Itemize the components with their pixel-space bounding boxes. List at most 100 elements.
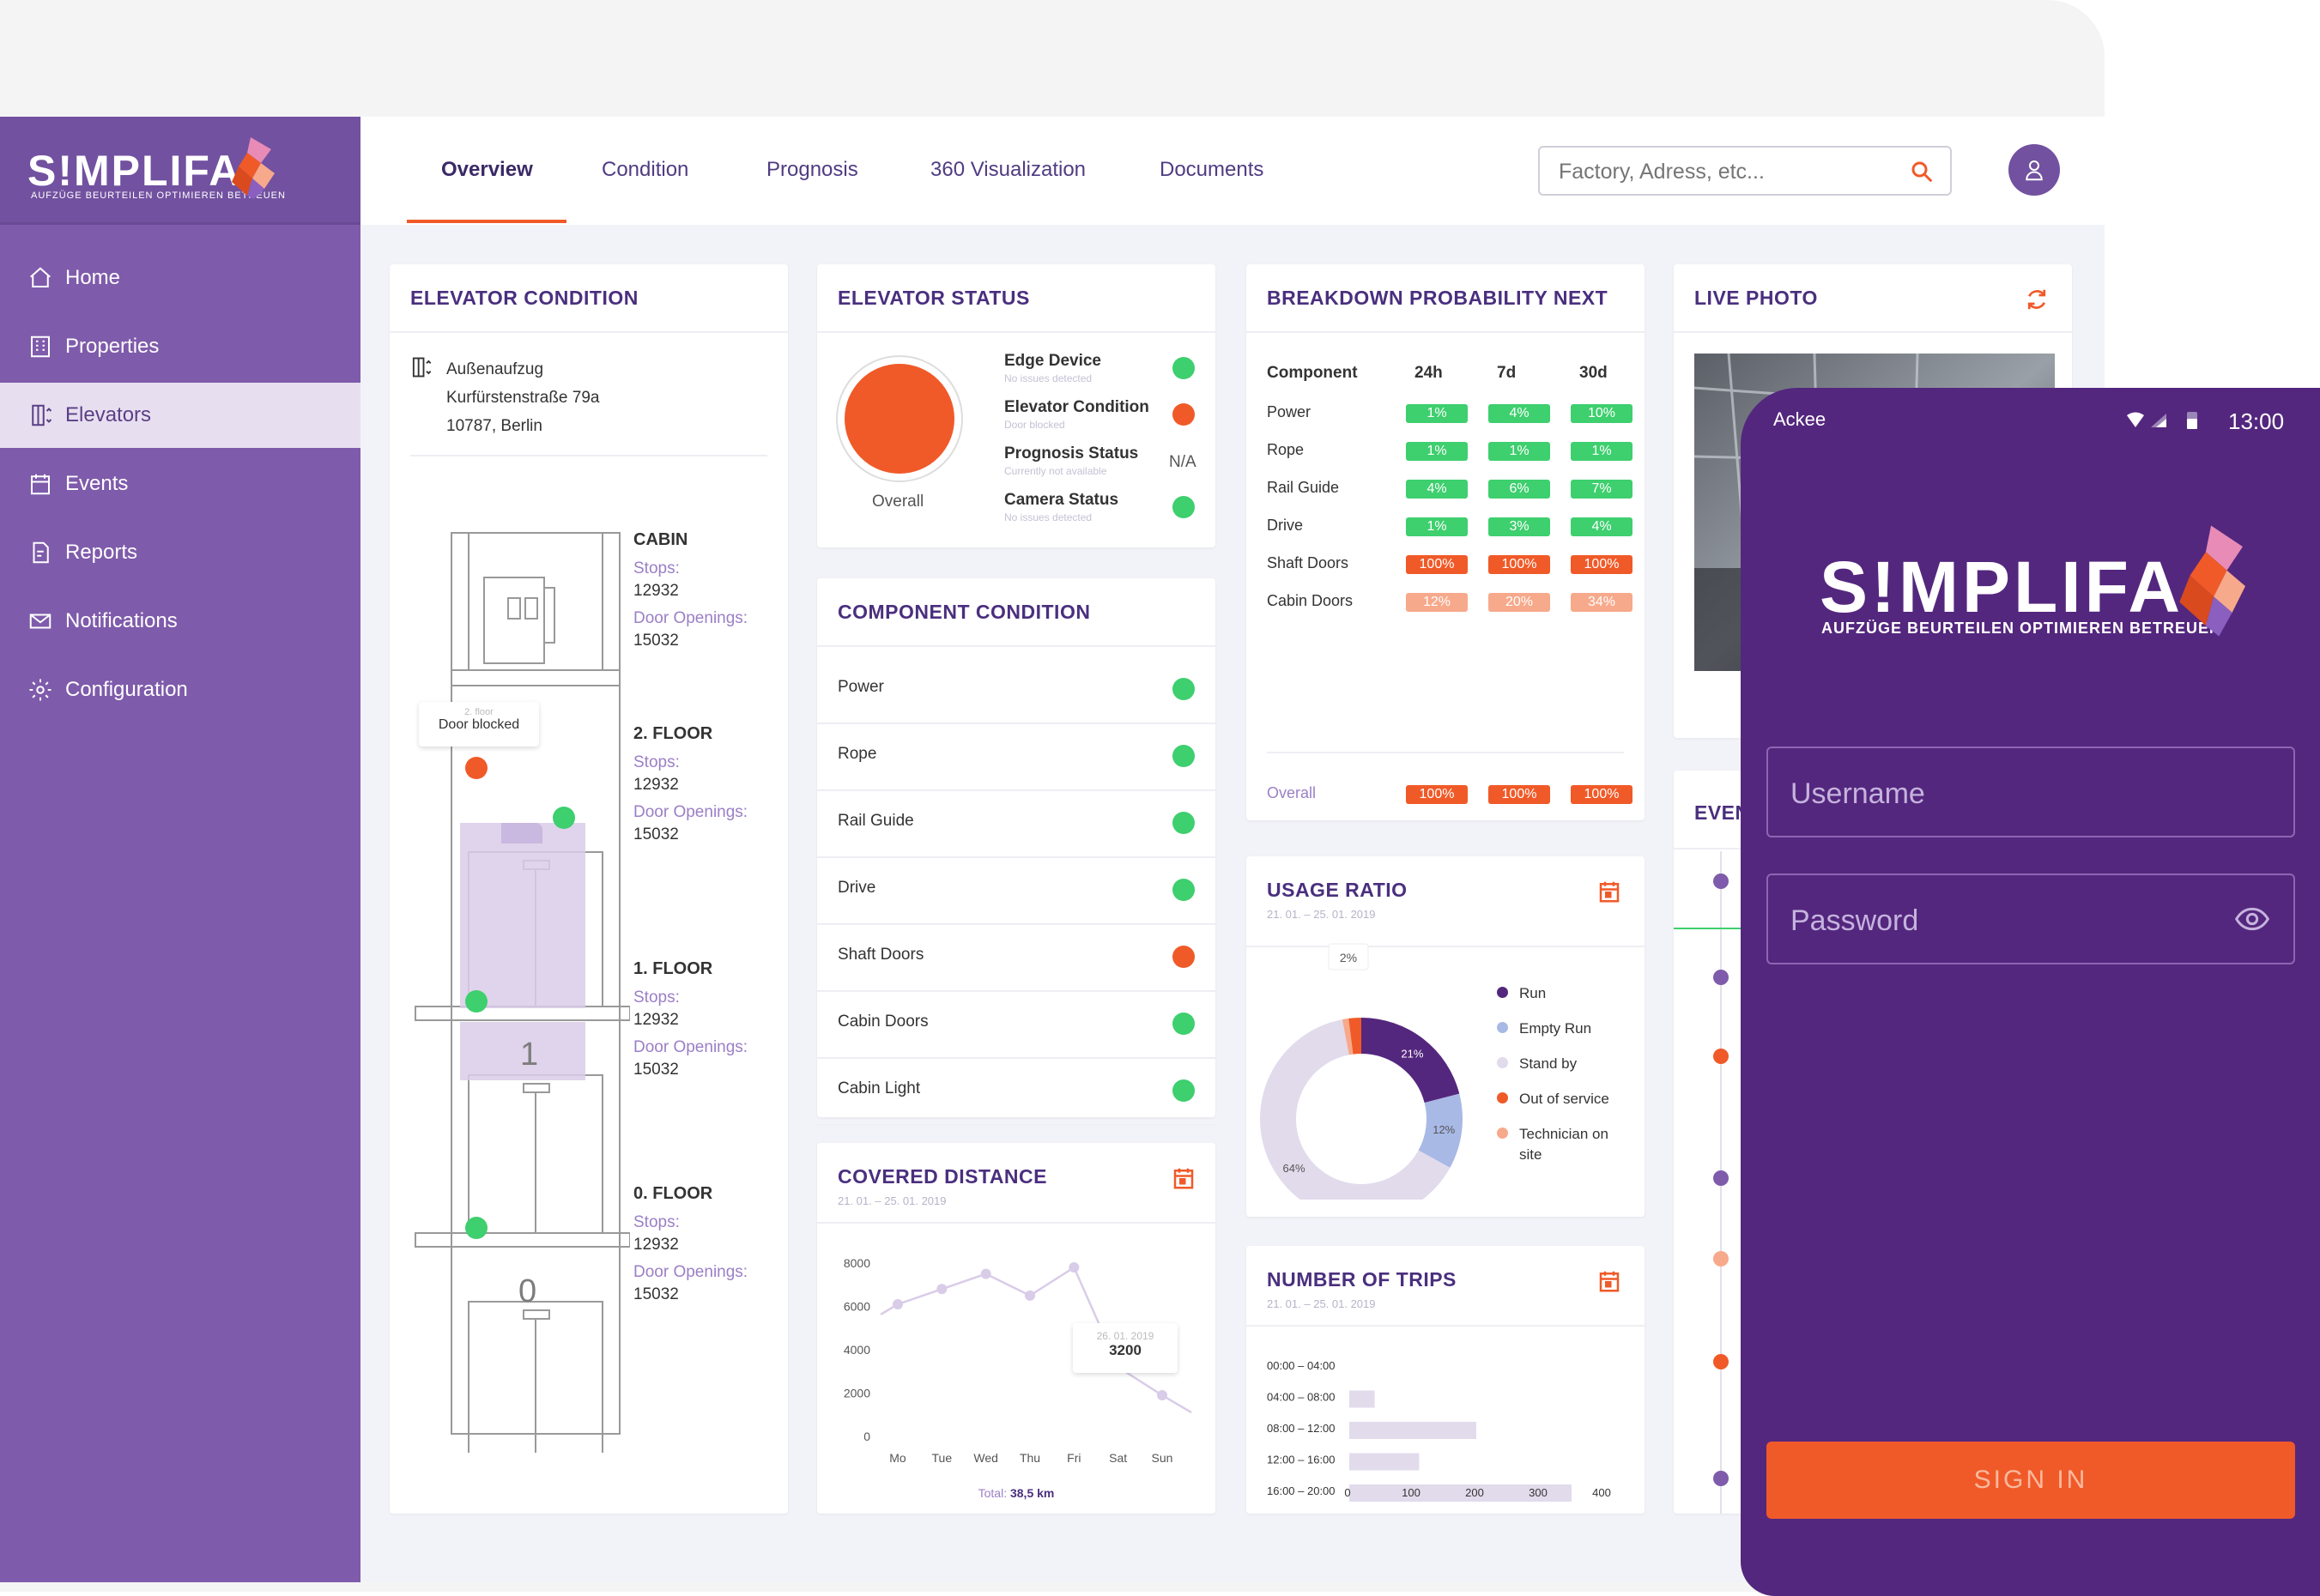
status-dot-ok[interactable] (465, 990, 488, 1013)
component-row[interactable] (817, 724, 1215, 791)
floor-number: 1 (520, 1037, 539, 1073)
password-field[interactable]: Password (1766, 874, 2295, 964)
data-point[interactable] (1069, 1262, 1080, 1273)
probability-pill: 4% (1406, 480, 1468, 499)
status-dot-ok[interactable] (1172, 496, 1195, 518)
component-label: Shaft Doors (838, 946, 924, 964)
refresh-icon[interactable] (2024, 287, 2050, 312)
elevator-condition-card: ELEVATOR CONDITION Außenaufzug Kurfürste… (390, 264, 788, 1514)
table-row-label: Power (1267, 403, 1311, 420)
category-label: 04:00 – 08:00 (1267, 1391, 1336, 1404)
tab-overview[interactable]: Overview (441, 158, 533, 181)
sidebar-item-properties[interactable]: Properties (0, 314, 360, 379)
sidebar-item-home[interactable]: Home (0, 245, 360, 311)
sidebar-item-events[interactable]: Events (0, 451, 360, 517)
component-row[interactable] (817, 657, 1215, 724)
event-dot[interactable] (1713, 970, 1729, 985)
trip-bar[interactable] (1349, 1422, 1476, 1439)
sidebar-item-label: Events (65, 472, 129, 495)
stops-label: Stops: (633, 988, 680, 1007)
data-point[interactable] (980, 1268, 991, 1279)
door-blocked-tooltip: 2. floor Door blocked (419, 702, 539, 747)
category-label: 12:00 – 16:00 (1267, 1454, 1336, 1466)
status-row-sub: No issues detected (1004, 511, 1093, 523)
status-dot-ok[interactable] (465, 1217, 488, 1239)
donut-slice[interactable] (1418, 1093, 1463, 1168)
tab-prognosis[interactable]: Prognosis (766, 158, 858, 181)
component-label: Cabin Doors (838, 1013, 929, 1031)
status-dot-error[interactable] (465, 757, 488, 779)
total-label: Total: (978, 1486, 1008, 1500)
trip-bar[interactable] (1349, 1453, 1420, 1471)
card-title: EVEN (1694, 801, 1750, 824)
calendar-icon[interactable] (1171, 1165, 1196, 1191)
phone-logo-text: S!MPLIFA (1820, 547, 2184, 627)
user-avatar[interactable] (2008, 144, 2060, 196)
component-row[interactable] (817, 992, 1215, 1059)
data-point[interactable] (1025, 1290, 1035, 1301)
calendar-icon[interactable] (1596, 1268, 1622, 1294)
event-dot[interactable] (1713, 1049, 1729, 1064)
donut-slice[interactable] (1361, 1018, 1460, 1103)
sidebar-item-reports[interactable]: Reports (0, 520, 360, 585)
card-title: BREAKDOWN PROBABILITY NEXT (1267, 287, 1608, 309)
component-label: Rope (838, 745, 877, 763)
event-dot[interactable] (1713, 1170, 1729, 1186)
component-row[interactable] (817, 858, 1215, 925)
stops-label: Stops: (633, 559, 680, 577)
search-input[interactable] (1559, 156, 1902, 187)
sidebar-logo[interactable]: S!MPLIFA AUFZÜGE BEURTEILEN OPTIMIEREN B… (0, 117, 360, 225)
address-line: Außenaufzug (446, 360, 544, 378)
event-dot[interactable] (1713, 1251, 1729, 1267)
gear-icon (29, 679, 51, 701)
status-row-label: Elevator Condition (1004, 398, 1149, 416)
tab-documents[interactable]: Documents (1160, 158, 1264, 181)
search-box[interactable] (1538, 146, 1952, 196)
status-dot-ok[interactable] (553, 807, 575, 829)
donut-slice[interactable] (1348, 1018, 1361, 1055)
sidebar-item-configuration[interactable]: Configuration (0, 657, 360, 722)
category-label: 16:00 – 20:00 (1267, 1484, 1336, 1497)
sidebar-item-label: Configuration (65, 678, 188, 701)
status-dot-ok[interactable] (1172, 357, 1195, 379)
elevator-icon (32, 404, 52, 426)
slice-label: 21% (1401, 1047, 1423, 1060)
component-label: Rail Guide (838, 812, 914, 830)
trip-bar[interactable] (1349, 1484, 1572, 1502)
event-dot[interactable] (1713, 1471, 1729, 1486)
donut-slice[interactable] (1342, 1018, 1354, 1055)
trip-bar[interactable] (1349, 1390, 1375, 1408)
event-dot[interactable] (1713, 874, 1729, 889)
component-row[interactable] (817, 925, 1215, 992)
component-row[interactable] (817, 791, 1215, 858)
logo-mark-icon (2179, 525, 2245, 637)
component-row[interactable] (817, 1059, 1215, 1126)
stops-label: Stops: (633, 753, 680, 771)
legend-label: Out of service (1519, 1091, 1609, 1107)
data-point[interactable] (1157, 1390, 1167, 1401)
component-label: Cabin Light (838, 1079, 921, 1097)
sidebar-item-notifications[interactable]: Notifications (0, 589, 360, 654)
search-icon[interactable] (1909, 159, 1935, 184)
donut-slice[interactable] (1260, 1019, 1451, 1200)
data-point[interactable] (893, 1298, 903, 1309)
floor-name: CABIN (633, 530, 688, 549)
tab-condition[interactable]: Condition (602, 158, 689, 181)
floor-name: 1. FLOOR (633, 959, 713, 978)
x-tick-label: 400 (1592, 1486, 1611, 1499)
calendar-icon[interactable] (1596, 879, 1622, 904)
status-dot-error[interactable] (1172, 403, 1195, 426)
username-field[interactable]: Username (1766, 747, 2295, 837)
door-openings-value: 15032 (633, 632, 679, 650)
door-openings-label: Door Openings: (633, 803, 748, 821)
sidebar-item-elevators[interactable]: Elevators (0, 383, 360, 448)
overall-label: Overall (1267, 784, 1317, 801)
usage-ratio-card: USAGE RATIO 21. 01. – 25. 01. 2019 21% 12… (1246, 856, 1645, 1217)
tab-360-visualization[interactable]: 360 Visualization (930, 158, 1087, 181)
eye-icon[interactable] (2235, 906, 2269, 932)
data-point[interactable] (936, 1284, 948, 1295)
status-dot-ok (1172, 812, 1195, 834)
sign-in-button[interactable]: SIGN IN (1766, 1442, 2295, 1519)
number-of-trips-chart: 00:00 – 04:00 04:00 – 08:00 08:00 – 12:00 1… (1267, 1359, 1611, 1502)
event-dot[interactable] (1713, 1354, 1729, 1369)
